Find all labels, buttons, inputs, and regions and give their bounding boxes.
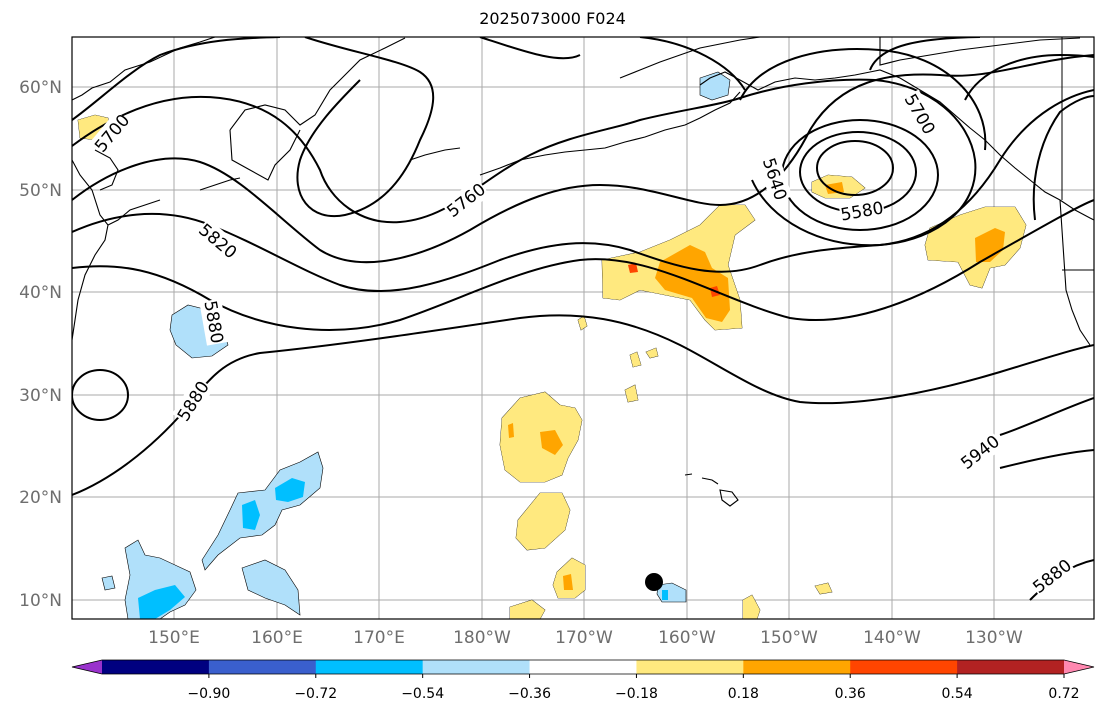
lat-label: 10°N: [19, 591, 62, 611]
colorbar-segment: [743, 660, 851, 674]
negative-fill-level-2: [138, 478, 668, 619]
longitude-labels: 150°E 160°E 170°E 180°W 170°W 160°W 150°…: [148, 628, 1023, 648]
colorbar-segment: [850, 660, 958, 674]
colorbar-segment: [208, 660, 317, 674]
lat-label: 40°N: [19, 283, 62, 303]
lon-label: 170°E: [353, 628, 405, 648]
colorbar-tick-label: 0.36: [835, 686, 866, 702]
colorbar-segment: [636, 660, 744, 674]
lon-label: 150°E: [148, 628, 200, 648]
lat-label: 60°N: [19, 78, 62, 98]
lat-label: 50°N: [19, 181, 62, 201]
colorbar-extend-low: [72, 660, 102, 674]
colorbar-segment: [529, 660, 637, 674]
colorbar-segment: [422, 660, 531, 674]
colorbar-tick-label: −0.72: [294, 686, 337, 702]
colorbar-extend-high: [1064, 660, 1094, 674]
colorbar-tick-label: −0.90: [187, 686, 230, 702]
location-marker: [645, 573, 663, 591]
borders: [1061, 37, 1094, 271]
lon-label: 150°W: [760, 628, 818, 648]
colorbar-outline: [71, 659, 1095, 675]
lon-label: 180°W: [453, 628, 511, 648]
colorbar-segment: [315, 660, 424, 674]
latitude-labels: 60°N 50°N 40°N 30°N 20°N 10°N: [19, 78, 62, 611]
lat-label: 30°N: [19, 386, 62, 406]
colorbar-segment: [102, 660, 210, 674]
colorbar-segment: [957, 660, 1065, 674]
lon-label: 160°E: [251, 628, 303, 648]
lon-label: 140°W: [863, 628, 921, 648]
map-frame: [71, 36, 1095, 620]
colorbar-tick-label: −0.54: [401, 686, 444, 702]
colorbar-tick-label: 0.72: [1048, 686, 1079, 702]
colorbar-tick-label: −0.18: [615, 686, 658, 702]
colorbar-tick-label: 0.54: [942, 686, 973, 702]
map-title: 2025073000 F024: [479, 9, 626, 28]
lon-label: 160°W: [658, 628, 716, 648]
colorbar: −0.90 −0.72 −0.54 −0.36 −0.18 0.18 0.36 0.54 0.7…: [71, 659, 1095, 702]
colorbar-tick-label: 0.18: [728, 686, 759, 702]
lon-label: 170°W: [555, 628, 613, 648]
lat-label: 20°N: [19, 488, 62, 508]
positive-fill-level-3: [628, 263, 720, 297]
lon-label: 130°W: [965, 628, 1023, 648]
colorbar-tick-label: −0.36: [508, 686, 551, 702]
coastlines: [72, 37, 1094, 507]
